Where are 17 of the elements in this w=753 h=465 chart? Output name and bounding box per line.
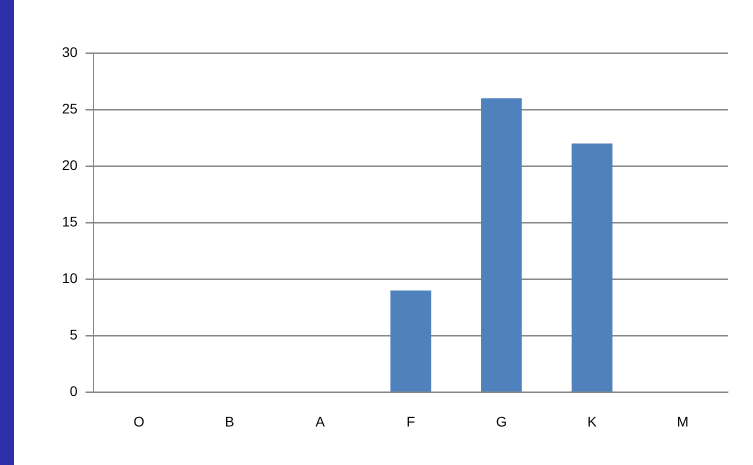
y-tick-label: 0	[70, 383, 78, 400]
bar	[481, 98, 522, 392]
x-tick-label: G	[496, 413, 507, 430]
x-tick-label: O	[133, 413, 144, 430]
y-tick-label: 5	[70, 326, 78, 343]
x-tick-label: F	[406, 413, 416, 430]
y-tick-label: 30	[62, 44, 78, 60]
x-tick-label: M	[676, 413, 689, 430]
x-tick-label: B	[224, 413, 234, 430]
bar	[390, 290, 432, 392]
y-tick-label: 25	[62, 100, 78, 116]
y-tick-label: 15	[62, 213, 78, 230]
bar	[572, 143, 612, 392]
x-tick-label: A	[315, 413, 326, 430]
y-tick-label: 10	[62, 270, 78, 286]
y-tick-label: 20	[62, 156, 78, 173]
x-tick-label: K	[587, 413, 598, 430]
